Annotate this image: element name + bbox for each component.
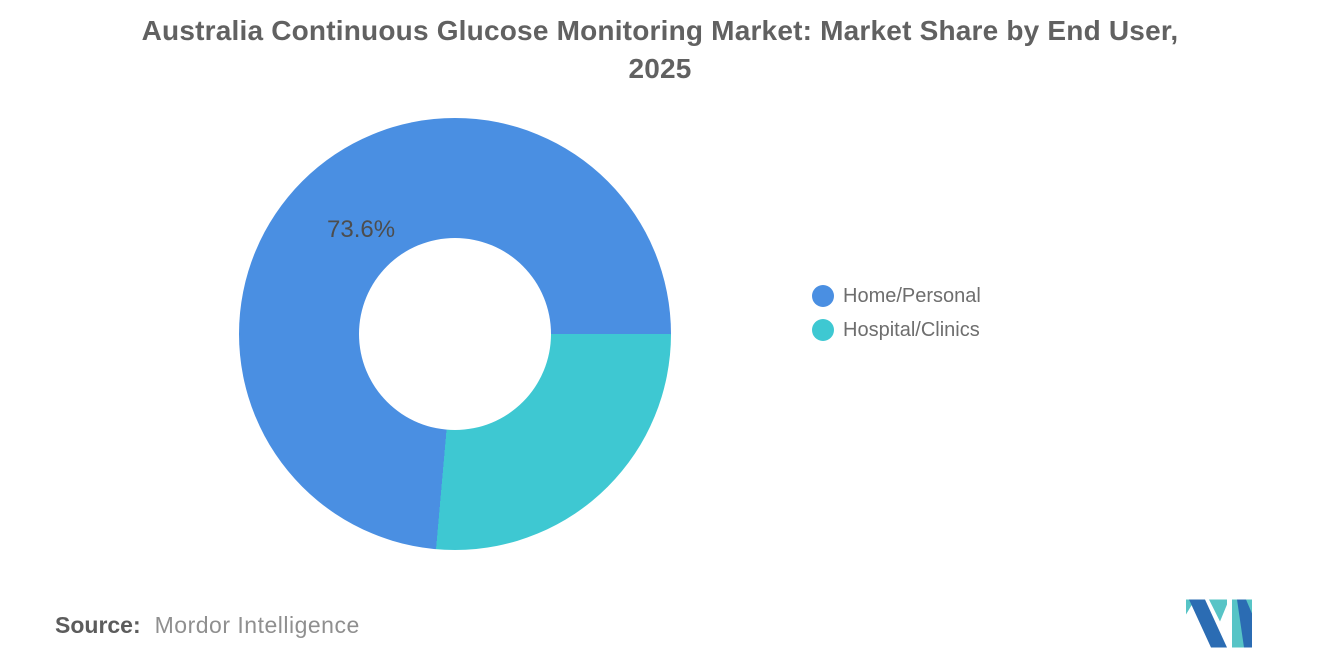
donut-hole [359,238,551,430]
logo-shape-blue-diagonal-2 [1237,599,1252,648]
legend: Home/Personal Hospital/Clinics [812,285,981,353]
legend-item-home-personal[interactable]: Home/Personal [812,285,981,307]
slice-label-home-personal: 73.6% [327,216,396,243]
mordor-intelligence-logo [1186,599,1252,648]
legend-label-home-personal: Home/Personal [843,284,981,307]
source-value: Mordor Intelligence [154,612,360,638]
legend-item-hospital-clinics[interactable]: Hospital/Clinics [812,319,981,341]
donut-chart: 73.6% [239,118,671,550]
source-label: Source: [55,612,141,638]
logo-shape-blue-diagonal-1 [1189,599,1227,648]
legend-marker-home-personal [812,285,834,307]
chart-title: Australia Continuous Glucose Monitoring … [60,12,1260,88]
legend-label-hospital-clinics: Hospital/Clinics [843,318,980,341]
legend-marker-hospital-clinics [812,319,834,341]
chart-title-line-1: Australia Continuous Glucose Monitoring … [141,15,1179,46]
chart-title-line-2: 2025 [628,53,692,84]
source-line: Source: Mordor Intelligence [55,612,360,639]
logo-shape-teal-mid-triangle [1209,599,1227,622]
